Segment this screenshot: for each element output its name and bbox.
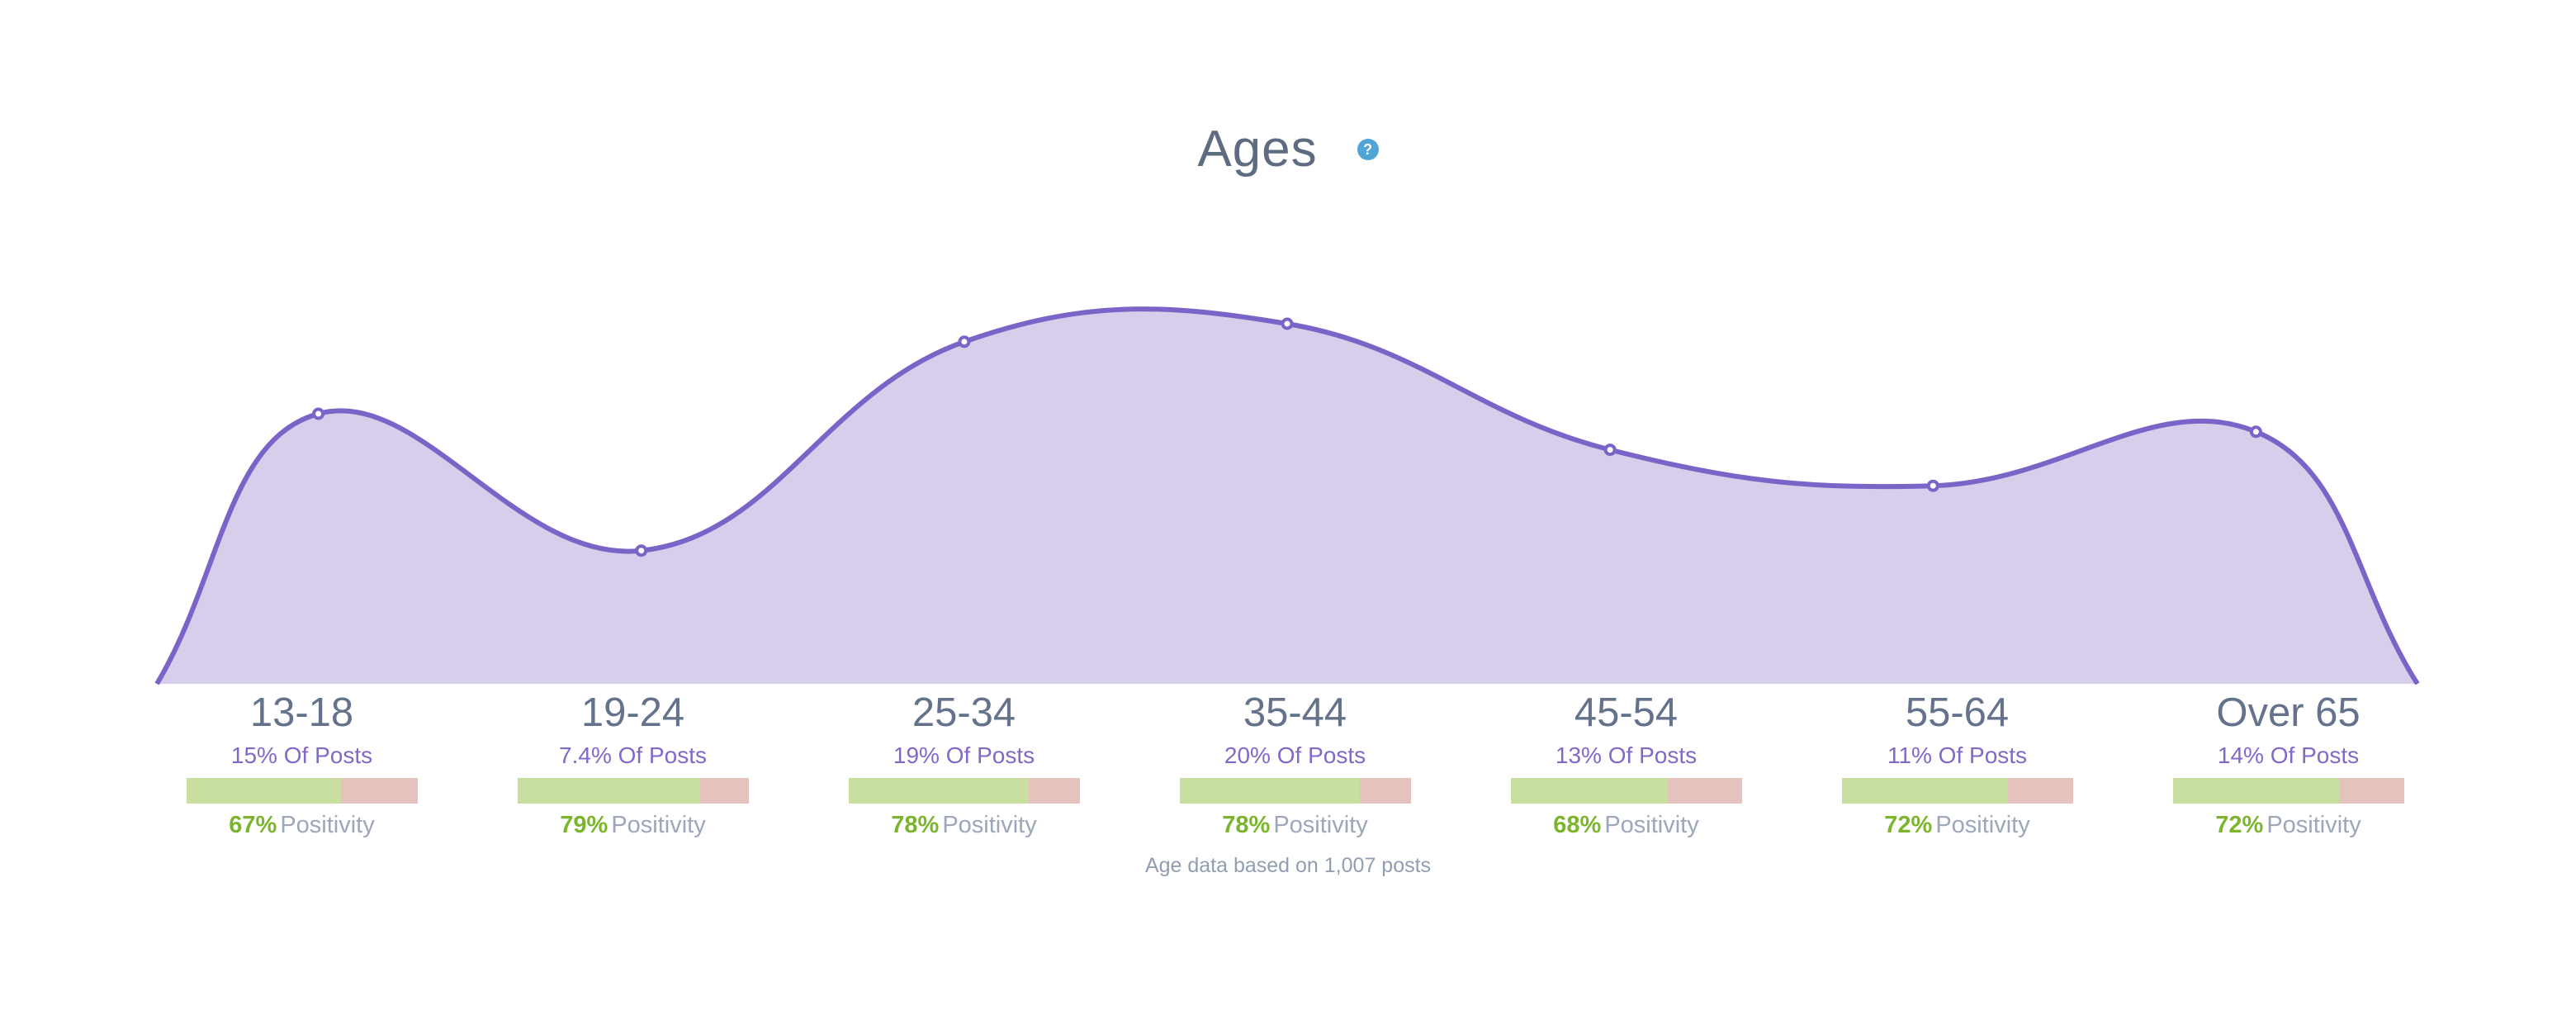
data-point-marker[interactable]: [2249, 425, 2262, 439]
positivity-bar-positive: [186, 777, 342, 804]
positivity-word: Positivity: [1935, 811, 2030, 838]
positivity-bar: [1841, 777, 2073, 804]
positivity-bar-negative: [341, 777, 418, 804]
positivity-bar-positive: [1179, 777, 1360, 804]
data-point-marker[interactable]: [958, 335, 971, 349]
positivity-value: 72%: [1884, 811, 1933, 838]
age-label: Over 65: [2216, 690, 2361, 735]
title-row: Ages ?: [0, 124, 2576, 175]
positivity-bar: [1510, 777, 1742, 804]
positivity-label: 78% Positivity: [798, 812, 1129, 839]
age-label: 45-54: [1574, 690, 1679, 735]
positivity-bar-negative: [1359, 777, 1411, 804]
age-group-column: 35-44 20% Of Posts 78% Positivity: [1129, 690, 1461, 839]
positivity-label: 67% Positivity: [136, 812, 467, 839]
positivity-bar-positive: [1510, 777, 1668, 804]
age-label: 35-44: [1243, 690, 1347, 735]
of-posts-label: 7.4% Of Posts: [559, 742, 707, 768]
positivity-bar: [2172, 777, 2404, 804]
positivity-bar: [517, 777, 749, 804]
ages-area-chart: [154, 306, 2420, 685]
positivity-value: 78%: [891, 811, 940, 838]
positivity-word: Positivity: [1604, 811, 1699, 838]
data-point-marker[interactable]: [635, 544, 648, 557]
positivity-label: 68% Positivity: [1461, 812, 1792, 839]
positivity-value: 68%: [1553, 811, 1602, 838]
positivity-value: 78%: [1222, 811, 1271, 838]
age-group-column: 45-54 13% Of Posts 68% Positivity: [1461, 690, 1792, 839]
of-posts-label: 19% Of Posts: [893, 742, 1035, 768]
positivity-bar-negative: [1667, 777, 1742, 804]
of-posts-label: 15% Of Posts: [230, 742, 373, 768]
data-point-marker[interactable]: [1281, 317, 1294, 330]
age-label: 55-64: [1905, 690, 2010, 735]
area-fill: [157, 309, 2417, 684]
positivity-value: 67%: [229, 811, 277, 838]
help-icon[interactable]: ?: [1357, 139, 1379, 160]
age-group-column: Over 65 14% Of Posts 72% Positivity: [2123, 690, 2454, 839]
positivity-value: 79%: [560, 811, 608, 838]
age-groups-row: 13-18 15% Of Posts 67% Positivity 19-24 7…: [136, 690, 2454, 839]
data-point-marker[interactable]: [1926, 479, 1939, 492]
positivity-bar-negative: [2008, 777, 2073, 804]
area-line: [154, 306, 2420, 685]
age-group-column: 19-24 7.4% Of Posts 79% Positivity: [467, 690, 798, 839]
age-group-column: 13-18 15% Of Posts 67% Positivity: [136, 690, 467, 839]
positivity-bar-negative: [1028, 777, 1080, 804]
positivity-word: Positivity: [1273, 811, 1368, 838]
positivity-value: 72%: [2215, 811, 2264, 838]
chart-title: Ages: [1197, 121, 1318, 178]
positivity-word: Positivity: [2266, 811, 2361, 838]
of-posts-label: 11% Of Posts: [1887, 742, 2028, 768]
positivity-bar-positive: [1841, 777, 2009, 804]
positivity-bar: [186, 777, 418, 804]
positivity-bar: [848, 777, 1080, 804]
positivity-label: 78% Positivity: [1129, 812, 1461, 839]
data-point-marker[interactable]: [1603, 443, 1617, 457]
positivity-bar: [1179, 777, 1411, 804]
of-posts-label: 14% Of Posts: [2217, 742, 2360, 768]
positivity-bar-negative: [2339, 777, 2404, 804]
of-posts-label: 20% Of Posts: [1224, 742, 1366, 768]
positivity-label: 72% Positivity: [1792, 812, 2123, 839]
positivity-word: Positivity: [942, 811, 1037, 838]
age-group-column: 55-64 11% Of Posts 72% Positivity: [1792, 690, 2123, 839]
positivity-bar-negative: [699, 777, 749, 804]
positivity-bar-positive: [517, 777, 700, 804]
positivity-word: Positivity: [280, 811, 375, 838]
positivity-word: Positivity: [611, 811, 706, 838]
age-group-column: 25-34 19% Of Posts 78% Positivity: [798, 690, 1129, 839]
positivity-label: 72% Positivity: [2123, 812, 2454, 839]
positivity-label: 79% Positivity: [467, 812, 798, 839]
positivity-bar-positive: [848, 777, 1029, 804]
positivity-bar-positive: [2172, 777, 2340, 804]
of-posts-label: 13% Of Posts: [1555, 742, 1698, 768]
footnote: Age data based on 1,007 posts: [1144, 854, 1432, 877]
data-point-marker[interactable]: [312, 407, 325, 420]
age-label: 19-24: [580, 690, 685, 735]
age-label: 25-34: [912, 690, 1016, 735]
age-label: 13-18: [249, 690, 354, 735]
